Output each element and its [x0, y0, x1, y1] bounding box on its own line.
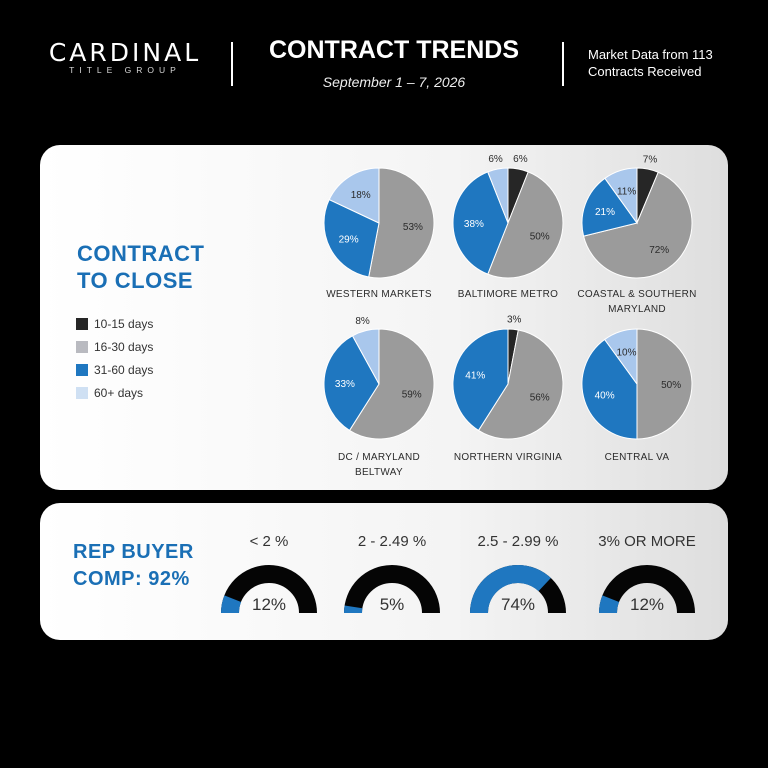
- pie-slice: [452, 328, 509, 432]
- pie-slice-label: 10%: [616, 348, 636, 359]
- contract-to-close-heading: CONTRACT TO CLOSE: [77, 240, 204, 294]
- page-title: CONTRACT TRENDS: [269, 36, 519, 64]
- gauge-title: < 2 %: [250, 533, 289, 550]
- pie-chart: 53% 29% 18% WESTERN MARKETS: [323, 167, 435, 300]
- gauge-fill: [221, 595, 242, 614]
- gauge-fill: [470, 565, 551, 614]
- pie-chart: 3% 56% 41% NORTHERN VIRGINIA: [452, 314, 564, 463]
- legend-item: 10-15 days: [76, 312, 153, 335]
- pie-slice: [581, 177, 638, 237]
- header-divider-right: [562, 42, 564, 86]
- gauge-track: [221, 565, 317, 614]
- pie-slice: [581, 338, 638, 440]
- pie-slice: [487, 171, 564, 279]
- pie-chart: 50% 40% 10% CENTRAL VA: [581, 328, 693, 463]
- pie-region-name: NORTHERN VIRGINIA: [454, 452, 562, 463]
- pie-chart: 59% 33% 8% DC / MARYLAND BELTWAY: [323, 316, 435, 478]
- legend-item: 16-30 days: [76, 335, 153, 358]
- gauge-track: [599, 565, 695, 614]
- gauge-charts: < 2 % 12% 2 - 2.49 % 5% 2.5 - 2.99 % 74% 3% OR…: [221, 533, 696, 614]
- pie-slice-label: 50%: [661, 380, 681, 391]
- pie-region-name: COASTAL & SOUTHERN: [577, 289, 696, 300]
- pie-slice: [604, 167, 638, 225]
- legend-label: 60+ days: [94, 385, 144, 400]
- pie-slice-label: 11%: [617, 187, 636, 198]
- legend-item: 60+ days: [76, 381, 153, 404]
- gauge-title: 2 - 2.49 %: [358, 533, 426, 550]
- legend-swatch: [76, 363, 88, 376]
- gauge-fill: [599, 595, 620, 614]
- pie-region-name: BELTWAY: [355, 467, 403, 478]
- gauge: 2.5 - 2.99 % 74%: [470, 533, 566, 614]
- gauge-value: 12%: [252, 595, 286, 614]
- contract-heading-line2: TO CLOSE: [77, 268, 194, 293]
- legend-label: 10-15 days: [94, 316, 154, 331]
- rep-buyer-comp-panel: REP BUYER COMP: 92% < 2 % 12% 2 - 2.49 % 5%…: [40, 503, 728, 640]
- pie-slice-label: 18%: [351, 190, 371, 201]
- page-subtitle: September 1 – 7, 2026: [322, 74, 466, 90]
- pie-slice-label: 8%: [355, 316, 370, 327]
- pie-slice: [351, 328, 380, 385]
- pie-slice-label: 21%: [595, 207, 615, 218]
- pie-slice-label: 6%: [488, 154, 503, 165]
- market-data-note: Market Data from 113 Contracts Received: [588, 47, 713, 79]
- pie-slice-label: 41%: [465, 371, 485, 382]
- legend-label: 16-30 days: [94, 339, 154, 354]
- gauge: 2 - 2.49 % 5%: [344, 533, 440, 614]
- pie-region-name: CENTRAL VA: [605, 452, 670, 463]
- legend-label: 31-60 days: [94, 362, 154, 377]
- logo-sub-text: TITLE GROUP: [69, 65, 181, 75]
- gauge-title: 2.5 - 2.99 %: [478, 533, 559, 550]
- pie-slice-label: 53%: [403, 222, 423, 233]
- pie-slice-label: 56%: [530, 393, 550, 404]
- pie-slice: [636, 328, 693, 440]
- pie-slice: [323, 198, 380, 278]
- pie-region-name: MARYLAND: [608, 304, 666, 315]
- legend: 10-15 days 16-30 days 31-60 days 60+ day…: [76, 312, 153, 404]
- contract-to-close-panel: CONTRACT TO CLOSE 10-15 days 16-30 days …: [40, 145, 728, 490]
- pie-slice: [368, 167, 435, 279]
- pie-slice: [452, 171, 509, 275]
- pie-slice-label: 40%: [595, 391, 615, 402]
- pie-slice: [477, 329, 564, 440]
- pie-slice-label: 6%: [513, 154, 528, 165]
- pie-charts: 53% 29% 18% WESTERN MARKETS 6% 50% 38% 6% BALTIM…: [323, 154, 696, 478]
- legend-swatch: [76, 317, 88, 330]
- pie-slice: [603, 328, 638, 386]
- legend-swatch: [76, 340, 88, 353]
- pie-chart: 6% 50% 38% 6% BALTIMORE METRO: [452, 154, 564, 300]
- comp-heading-line2: COMP: 92%: [73, 568, 190, 590]
- pie-region-name: DC / MARYLAND: [338, 452, 420, 463]
- pie-slice-label: 29%: [339, 235, 359, 246]
- header-divider-left: [231, 42, 233, 86]
- logo: CARDINAL TITLE GROUP: [40, 38, 210, 75]
- pie-slice-label: 59%: [402, 390, 422, 401]
- pie-region-name: WESTERN MARKETS: [326, 289, 432, 300]
- gauge-value: 74%: [501, 595, 535, 614]
- legend-item: 31-60 days: [76, 358, 153, 381]
- pie-slice-label: 38%: [464, 219, 484, 230]
- pie-slice-label: 3%: [507, 314, 522, 325]
- pie-slice-label: 72%: [649, 245, 669, 256]
- logo-main-text: CARDINAL: [48, 38, 202, 67]
- pie-slice-label: 50%: [530, 232, 550, 243]
- gauge-value: 12%: [630, 595, 664, 614]
- legend-swatch: [76, 386, 88, 399]
- gauge-value: 5%: [380, 595, 405, 614]
- pie-slice-label: 7%: [643, 154, 658, 165]
- pie-region-name: BALTIMORE METRO: [458, 289, 558, 300]
- comp-heading-line1: REP BUYER: [73, 541, 194, 563]
- pie-slice: [328, 167, 380, 224]
- pie-chart: 7% 72% 21%11% COASTAL & SOUTHERN MARYLAND: [577, 154, 696, 315]
- pie-slice: [487, 167, 509, 224]
- pie-slice-label: 33%: [335, 379, 355, 390]
- rep-buyer-comp-heading: REP BUYER COMP: 92%: [73, 539, 194, 593]
- contract-heading-line1: CONTRACT: [77, 241, 205, 266]
- gauge-title: 3% OR MORE: [598, 533, 696, 550]
- gauge: < 2 % 12%: [221, 533, 317, 614]
- pie-slice: [348, 328, 435, 440]
- gauge-track: [344, 565, 440, 614]
- pie-slice: [582, 171, 693, 279]
- gauge: 3% OR MORE 12%: [598, 533, 696, 614]
